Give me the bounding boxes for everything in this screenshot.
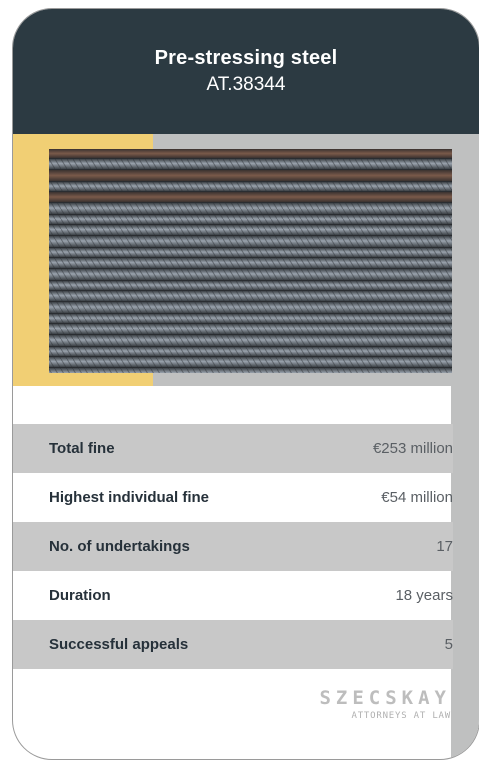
stat-label: Total fine <box>49 440 115 457</box>
stat-value: 17 <box>436 538 453 555</box>
steel-bar-ribs <box>49 203 452 214</box>
case-number: AT.38344 <box>206 74 286 95</box>
stats-table: Total fine €253 million Highest individu… <box>13 424 453 669</box>
steel-bar <box>49 192 452 202</box>
logo-brand: SZECSKAY <box>319 687 451 709</box>
steel-bar-ribs <box>49 281 452 290</box>
stat-value: 5 <box>444 636 453 653</box>
card-title: Pre-stressing steel <box>154 47 338 69</box>
steel-bar-ribs <box>49 368 452 373</box>
stat-row: No. of undertakings 17 <box>13 522 453 571</box>
stat-label: No. of undertakings <box>49 538 190 555</box>
stat-label: Highest individual fine <box>49 489 210 506</box>
card-header: Pre-stressing steel AT.38344 <box>13 9 479 134</box>
stat-value: €54 million <box>381 489 453 506</box>
steel-bar-ribs <box>49 225 452 235</box>
steel-bar-ribs <box>49 215 452 224</box>
steel-bar <box>49 170 452 181</box>
steel-bar-ribs <box>49 324 452 334</box>
stat-label: Duration <box>49 587 111 604</box>
steel-bar-ribs <box>49 335 452 346</box>
steel-bars-photo <box>49 149 452 373</box>
steel-bars-illustration <box>49 149 452 373</box>
steel-bar <box>49 149 452 158</box>
steel-bar-ribs <box>49 302 452 313</box>
steel-bar-ribs <box>49 258 452 268</box>
firm-logo: SZECSKAY ATTORNEYS AT LAW <box>319 687 451 721</box>
steel-bar-ribs <box>49 248 452 257</box>
stat-row: Successful appeals 5 <box>13 620 453 669</box>
steel-bar-ribs <box>49 357 452 367</box>
stat-value: 18 years <box>395 587 453 604</box>
steel-bar-ribs <box>49 314 452 323</box>
stat-row: Duration 18 years <box>13 571 453 620</box>
steel-bar-ribs <box>49 291 452 301</box>
case-card: Pre-stressing steel AT.38344 <box>12 8 479 760</box>
stat-row: Highest individual fine €54 million <box>13 473 453 522</box>
steel-bar-ribs <box>49 236 452 247</box>
photo-band <box>13 134 479 386</box>
steel-bar-ribs <box>49 159 452 169</box>
stat-label: Successful appeals <box>49 636 189 653</box>
stat-row: Total fine €253 million <box>13 424 453 473</box>
steel-bar-ribs <box>49 182 452 191</box>
stat-value: €253 million <box>372 440 453 457</box>
steel-bar-ribs <box>49 269 452 280</box>
steel-bar-ribs <box>49 347 452 356</box>
logo-tagline: ATTORNEYS AT LAW <box>351 711 451 721</box>
